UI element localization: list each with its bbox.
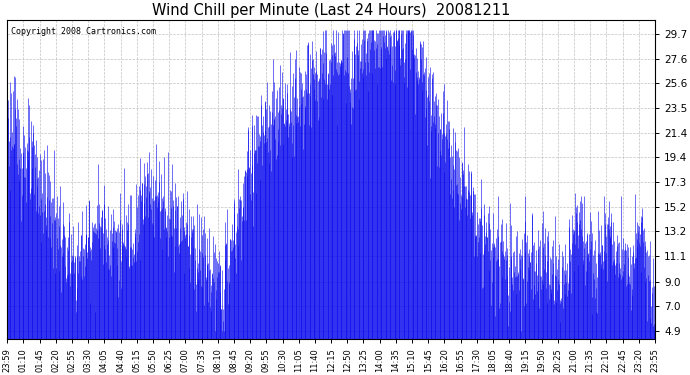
Text: Copyright 2008 Cartronics.com: Copyright 2008 Cartronics.com bbox=[10, 27, 155, 36]
Title: Wind Chill per Minute (Last 24 Hours)  20081211: Wind Chill per Minute (Last 24 Hours) 20… bbox=[152, 3, 511, 18]
